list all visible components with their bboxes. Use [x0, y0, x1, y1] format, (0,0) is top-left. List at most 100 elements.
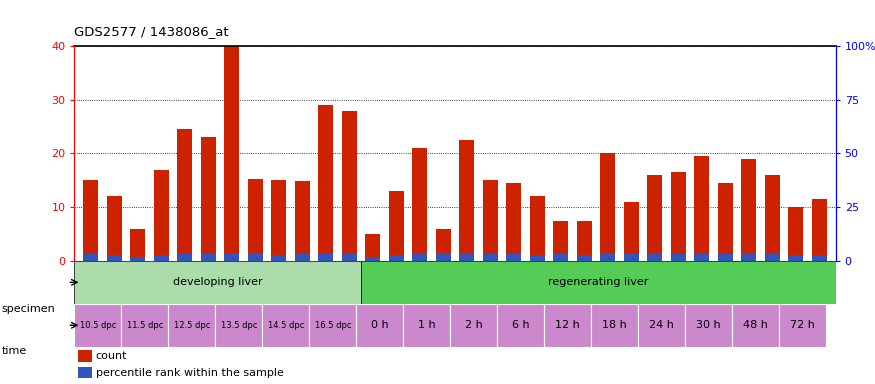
- Bar: [648, 255, 662, 261]
- Bar: [592, 304, 638, 347]
- Bar: [436, 228, 451, 261]
- Text: 18 h: 18 h: [602, 320, 627, 330]
- Bar: [262, 304, 310, 347]
- Bar: [388, 255, 404, 261]
- Text: 72 h: 72 h: [790, 320, 816, 330]
- Text: 11.5 dpc: 11.5 dpc: [127, 321, 163, 330]
- Bar: [506, 255, 522, 261]
- Bar: [624, 255, 639, 261]
- Bar: [483, 255, 498, 261]
- Bar: [341, 253, 357, 261]
- Text: 24 h: 24 h: [649, 320, 675, 330]
- Bar: [365, 234, 381, 261]
- Bar: [544, 304, 592, 347]
- Bar: [765, 175, 780, 261]
- Text: GDS2577 / 1438086_at: GDS2577 / 1438086_at: [74, 25, 229, 38]
- Bar: [741, 159, 756, 261]
- Bar: [365, 257, 381, 261]
- Bar: [412, 148, 427, 261]
- Bar: [694, 253, 710, 261]
- Bar: [685, 304, 732, 347]
- Bar: [200, 137, 216, 261]
- Bar: [788, 207, 803, 261]
- Bar: [83, 180, 99, 261]
- Bar: [811, 199, 827, 261]
- Text: 16.5 dpc: 16.5 dpc: [315, 321, 351, 330]
- Bar: [553, 220, 569, 261]
- Bar: [318, 105, 333, 261]
- Bar: [624, 202, 639, 261]
- Text: count: count: [95, 351, 127, 361]
- Bar: [154, 255, 169, 261]
- Bar: [215, 304, 262, 347]
- Text: 13.5 dpc: 13.5 dpc: [220, 321, 257, 330]
- Bar: [224, 46, 240, 261]
- Bar: [295, 181, 310, 261]
- Bar: [811, 255, 827, 261]
- Bar: [154, 170, 169, 261]
- Bar: [741, 253, 756, 261]
- Bar: [361, 261, 836, 304]
- Text: 0 h: 0 h: [371, 320, 388, 330]
- Text: 48 h: 48 h: [743, 320, 768, 330]
- Bar: [638, 304, 685, 347]
- Bar: [130, 228, 145, 261]
- Text: 2 h: 2 h: [465, 320, 483, 330]
- Text: regenerating liver: regenerating liver: [548, 277, 648, 287]
- Text: time: time: [2, 346, 27, 356]
- Text: 30 h: 30 h: [696, 320, 721, 330]
- Text: 10.5 dpc: 10.5 dpc: [80, 321, 116, 330]
- Bar: [529, 197, 545, 261]
- Text: 1 h: 1 h: [418, 320, 436, 330]
- Bar: [788, 255, 803, 261]
- Bar: [271, 180, 286, 261]
- Bar: [577, 220, 592, 261]
- Bar: [122, 304, 168, 347]
- Bar: [130, 257, 145, 261]
- Bar: [318, 253, 333, 261]
- Bar: [553, 255, 569, 261]
- Bar: [451, 304, 497, 347]
- Bar: [356, 304, 403, 347]
- Text: 12 h: 12 h: [556, 320, 580, 330]
- Bar: [388, 191, 404, 261]
- Text: percentile rank within the sample: percentile rank within the sample: [95, 368, 284, 378]
- Bar: [412, 253, 427, 261]
- Bar: [74, 304, 122, 347]
- Bar: [177, 253, 192, 261]
- Bar: [718, 255, 733, 261]
- Bar: [497, 304, 544, 347]
- Bar: [168, 304, 215, 347]
- Bar: [648, 175, 662, 261]
- Bar: [529, 255, 545, 261]
- Bar: [732, 304, 780, 347]
- Bar: [310, 304, 356, 347]
- Bar: [506, 183, 522, 261]
- Bar: [718, 183, 733, 261]
- Bar: [177, 129, 192, 261]
- Bar: [248, 179, 262, 261]
- Bar: [765, 255, 780, 261]
- Bar: [107, 197, 122, 261]
- Text: 14.5 dpc: 14.5 dpc: [268, 321, 304, 330]
- Text: 12.5 dpc: 12.5 dpc: [173, 321, 210, 330]
- Bar: [577, 255, 592, 261]
- Bar: [600, 154, 615, 261]
- Text: specimen: specimen: [2, 304, 55, 314]
- Bar: [483, 180, 498, 261]
- Bar: [341, 111, 357, 261]
- Bar: [780, 304, 826, 347]
- Bar: [295, 255, 310, 261]
- Bar: [670, 172, 686, 261]
- Bar: [459, 253, 474, 261]
- Bar: [78, 367, 92, 379]
- Bar: [83, 255, 99, 261]
- Bar: [403, 304, 451, 347]
- Bar: [224, 253, 240, 261]
- Bar: [600, 253, 615, 261]
- Bar: [200, 255, 216, 261]
- Bar: [271, 255, 286, 261]
- Bar: [436, 253, 451, 261]
- Text: developing liver: developing liver: [173, 277, 262, 287]
- Bar: [694, 156, 710, 261]
